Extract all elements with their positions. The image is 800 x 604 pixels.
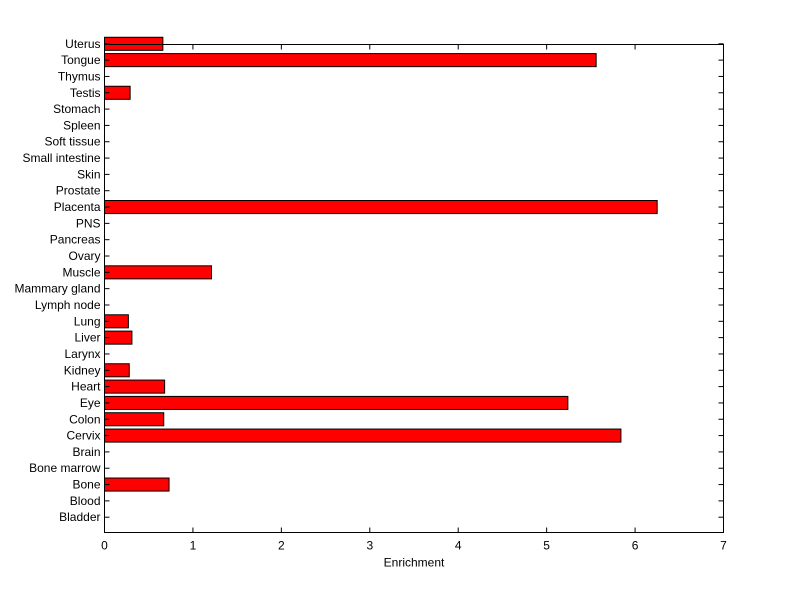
y-tick-label: Larynx xyxy=(64,347,100,361)
y-tick-label: Lung xyxy=(74,314,101,328)
bar-placenta xyxy=(104,200,658,215)
y-tick-label: Skin xyxy=(77,167,100,181)
y-tick-label: Pancreas xyxy=(50,233,101,247)
bar-bone xyxy=(104,477,170,492)
bar-tongue xyxy=(104,53,597,68)
y-tick-label: Small intestine xyxy=(22,151,100,165)
y-tick-label: Muscle xyxy=(62,265,100,279)
y-tick-label: Bone marrow xyxy=(29,461,101,475)
y-tick-label: Eye xyxy=(80,396,101,410)
y-tick-label: Uterus xyxy=(65,37,100,51)
y-tick-label: Bone xyxy=(72,478,100,492)
bar-muscle xyxy=(104,265,212,280)
y-tick-label: Tongue xyxy=(61,53,101,67)
x-tick-label: 2 xyxy=(278,539,285,553)
x-axis-label: Enrichment xyxy=(384,556,445,570)
y-tick-label: Lymph node xyxy=(35,298,101,312)
bar-eye xyxy=(104,395,569,410)
bar-heart xyxy=(104,379,166,394)
x-tick-label: 4 xyxy=(455,539,462,553)
bar-cervix xyxy=(104,428,622,443)
y-tick-label: Colon xyxy=(69,412,100,426)
y-tick-label: Testis xyxy=(70,86,101,100)
y-tick-label: Heart xyxy=(71,380,101,394)
x-tick-labels: 0 1 2 3 4 5 6 7 xyxy=(101,539,727,553)
y-tick-label: Spleen xyxy=(63,118,100,132)
y-tick-labels: Bladder Blood Bone Bone marrow Brain Cervix Co… xyxy=(14,37,101,524)
y-tick-label: Kidney xyxy=(64,363,101,377)
x-tick-label: 1 xyxy=(190,539,197,553)
x-tick-label: 0 xyxy=(101,539,108,553)
y-tick-label: Cervix xyxy=(66,429,100,443)
bars-layer xyxy=(104,36,658,492)
y-tick-label: Placenta xyxy=(54,200,101,214)
bar-colon xyxy=(104,412,165,427)
y-tick-label: Brain xyxy=(72,445,100,459)
bar-uterus xyxy=(104,36,164,51)
y-tick-label: PNS xyxy=(76,216,101,230)
x-tick-label: 5 xyxy=(543,539,550,553)
y-tick-label: Thymus xyxy=(58,69,101,83)
y-tick-label: Prostate xyxy=(56,184,101,198)
x-tick-label: 7 xyxy=(720,539,727,553)
x-tick-label: 3 xyxy=(366,539,373,553)
y-tick-label: Blood xyxy=(70,494,101,508)
plot-frame xyxy=(104,44,724,533)
y-tick-label: Liver xyxy=(74,331,100,345)
ticks-layer xyxy=(104,43,724,533)
x-tick-label: 6 xyxy=(632,539,639,553)
y-tick-label: Stomach xyxy=(53,102,100,116)
y-tick-label: Bladder xyxy=(59,510,100,524)
y-tick-label: Ovary xyxy=(68,249,100,263)
y-tick-label: Mammary gland xyxy=(14,282,100,296)
y-tick-label: Soft tissue xyxy=(44,135,100,149)
